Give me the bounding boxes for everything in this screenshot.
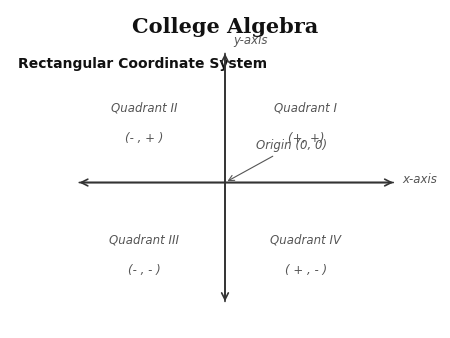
Text: ( + , - ): ( + , - ) (285, 264, 327, 277)
Text: Quadrant I: Quadrant I (274, 102, 338, 115)
Text: Origin (0, 0): Origin (0, 0) (229, 139, 328, 180)
Text: College Algebra: College Algebra (132, 17, 318, 37)
Text: y-axis: y-axis (233, 34, 268, 47)
Text: Quadrant IV: Quadrant IV (270, 234, 342, 246)
Text: (- , + ): (- , + ) (125, 132, 163, 145)
Text: (+, +): (+, +) (288, 132, 324, 145)
Text: (- , - ): (- , - ) (128, 264, 160, 277)
Text: x-axis: x-axis (403, 173, 437, 186)
Text: Rectangular Coordinate System: Rectangular Coordinate System (18, 57, 267, 71)
Text: Quadrant II: Quadrant II (111, 102, 177, 115)
Text: Quadrant III: Quadrant III (109, 234, 179, 246)
